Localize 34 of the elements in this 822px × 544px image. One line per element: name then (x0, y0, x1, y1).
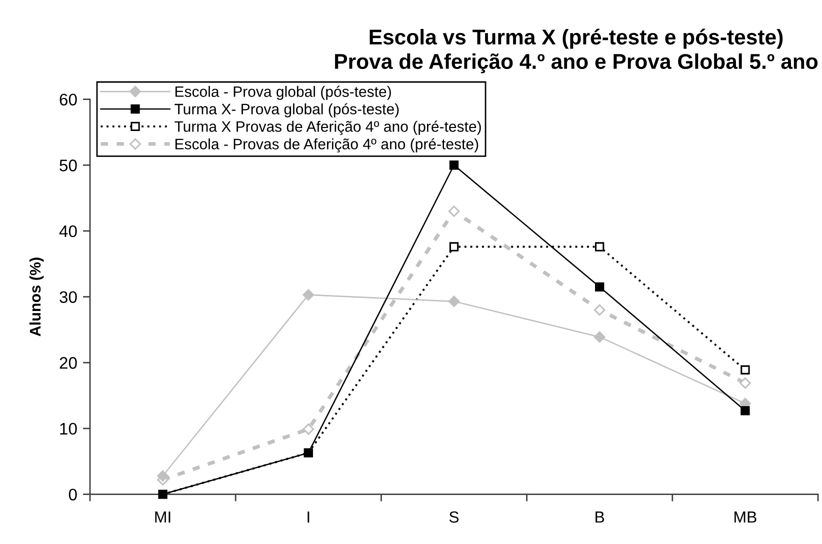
point (594, 331, 606, 343)
legend-label: Turma X Provas de Aferição 4º ano (pré-teste) (174, 120, 481, 135)
y-tick-label: 60 (60, 94, 77, 106)
x-tick-label: I (308, 512, 310, 523)
x-tick-label: MI (155, 512, 170, 523)
legend-label: Turma X- Prova global (pós-teste) (174, 103, 399, 118)
y-tick-label: 50 (60, 160, 77, 172)
chart-title: Escola vs Turma X (pré-teste e pós-teste) Prova de Aferição 4.º ano e Prova Global 5.º ano (335, 28, 818, 74)
legend-label: Escola - Provas de Aferição 4º ano (pré-teste) (175, 138, 478, 152)
point (157, 470, 168, 482)
y-tick-label: 30 (60, 291, 77, 304)
point (158, 490, 168, 499)
point (304, 448, 313, 458)
y-tick-label: 0 (68, 488, 77, 501)
y-tick-label: 10 (60, 422, 77, 435)
point (740, 365, 750, 374)
point (595, 242, 604, 252)
legend-label: Escola - Prova global (pós-teste) (175, 86, 391, 100)
y-tick-label: 40 (59, 225, 77, 238)
x-tick-label: B (596, 512, 604, 523)
x-tick-label: S (449, 511, 459, 523)
point (448, 296, 460, 308)
y-tick-label: 20 (60, 357, 77, 369)
point (594, 304, 606, 316)
point (302, 423, 314, 435)
x-tick-label: MB (734, 512, 756, 523)
point (449, 242, 459, 252)
point (449, 160, 459, 170)
point (448, 206, 460, 217)
point (595, 282, 604, 292)
point (302, 289, 314, 300)
y-axis-title: Alunos (%) (29, 258, 44, 336)
point (740, 406, 750, 416)
point (740, 377, 751, 389)
